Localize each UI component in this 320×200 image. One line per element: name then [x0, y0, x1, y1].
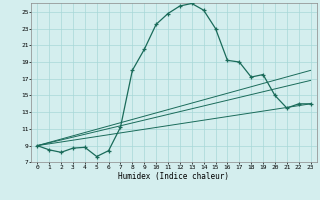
X-axis label: Humidex (Indice chaleur): Humidex (Indice chaleur)	[118, 172, 229, 181]
